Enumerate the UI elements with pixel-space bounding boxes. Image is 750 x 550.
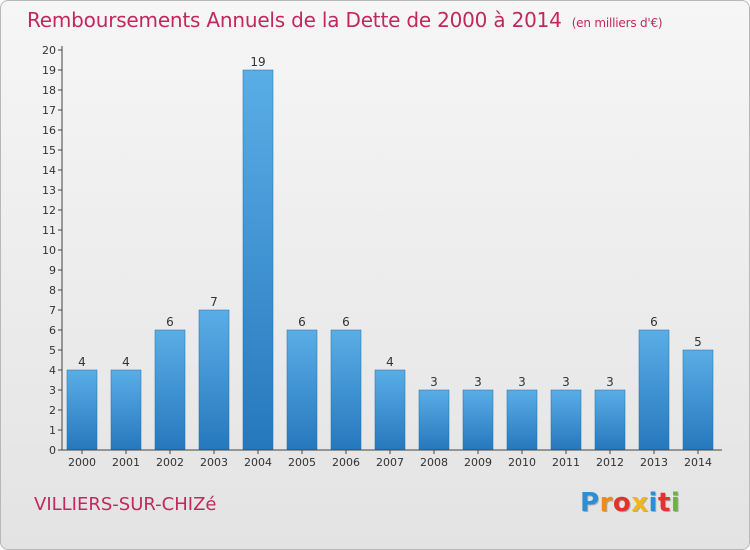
- x-tick-label: 2012: [596, 456, 624, 469]
- y-tick-label: 16: [42, 124, 56, 137]
- bar: [682, 349, 714, 451]
- bar: [66, 369, 98, 451]
- bar-value-label: 4: [122, 355, 130, 369]
- bar: [374, 369, 406, 451]
- bar-value-label: 6: [166, 315, 174, 329]
- y-tick-label: 10: [42, 244, 56, 257]
- unit-label: (en milliers d'€): [571, 16, 663, 30]
- bar-value-label: 6: [342, 315, 350, 329]
- bar: [198, 309, 230, 451]
- bar-value-label: 4: [78, 355, 86, 369]
- y-tick-label: 9: [49, 264, 56, 277]
- x-tick-label: 2005: [288, 456, 316, 469]
- bar-value-label: 5: [694, 335, 702, 349]
- bar: [506, 389, 538, 451]
- y-tick-label: 13: [42, 184, 56, 197]
- bar: [462, 389, 494, 451]
- bar-value-label: 3: [518, 375, 526, 389]
- y-tick-label: 4: [49, 364, 56, 377]
- x-tick-label: 2002: [156, 456, 184, 469]
- x-tick-label: 2000: [68, 456, 96, 469]
- x-tick-label: 2008: [420, 456, 448, 469]
- logo-letter: i: [670, 488, 681, 518]
- bar: [154, 329, 186, 451]
- y-tick-label: 0: [49, 444, 56, 457]
- y-tick-label: 19: [42, 64, 56, 77]
- y-tick-label: 7: [49, 304, 56, 317]
- y-tick-label: 15: [42, 144, 56, 157]
- bar-value-label: 7: [210, 295, 218, 309]
- bar-value-label: 6: [298, 315, 306, 329]
- bar: [242, 69, 274, 451]
- y-tick-label: 3: [49, 384, 56, 397]
- y-tick-label: 5: [49, 344, 56, 357]
- logo-letter: r: [599, 488, 613, 518]
- y-tick-label: 14: [42, 164, 56, 177]
- y-tick-label: 6: [49, 324, 56, 337]
- bar: [110, 369, 142, 451]
- x-tick-label: 2004: [244, 456, 272, 469]
- x-tick-label: 2006: [332, 456, 360, 469]
- logo-letter: t: [657, 488, 671, 518]
- x-tick-label: 2001: [112, 456, 140, 469]
- bar: [286, 329, 318, 451]
- y-tick-label: 12: [42, 204, 56, 217]
- bar: [550, 389, 582, 451]
- logo-letter: P: [580, 488, 600, 518]
- proxiti-logo: Proxiti: [580, 488, 680, 518]
- y-tick-label: 18: [42, 84, 56, 97]
- y-tick-label: 17: [42, 104, 56, 117]
- y-tick-label: 2: [49, 404, 56, 417]
- bar: [330, 329, 362, 451]
- chart-title: Remboursements Annuels de la Dette de 20…: [27, 8, 663, 32]
- bar-value-label: 4: [386, 355, 394, 369]
- logo-letter: o: [612, 488, 632, 518]
- y-tick-label: 11: [42, 224, 56, 237]
- x-tick-label: 2003: [200, 456, 228, 469]
- x-tick-label: 2007: [376, 456, 404, 469]
- commune-name: VILLIERS-SUR-CHIZé: [34, 494, 217, 515]
- chart-title-text: Remboursements Annuels de la Dette de 20…: [27, 8, 562, 32]
- bar: [418, 389, 450, 451]
- logo-letter: x: [631, 488, 649, 518]
- logo-letter: i: [648, 488, 658, 518]
- y-tick-label: 1: [49, 424, 56, 437]
- bar-value-label: 6: [650, 315, 658, 329]
- x-tick-label: 2013: [640, 456, 668, 469]
- bar-value-label: 19: [250, 55, 265, 69]
- y-tick-label: 8: [49, 284, 56, 297]
- bar-value-label: 3: [606, 375, 614, 389]
- bar: [594, 389, 626, 451]
- x-tick-label: 2009: [464, 456, 492, 469]
- bar-value-label: 3: [562, 375, 570, 389]
- x-tick-label: 2010: [508, 456, 536, 469]
- x-tick-label: 2014: [684, 456, 712, 469]
- bar: [638, 329, 670, 451]
- bar-value-label: 3: [474, 375, 482, 389]
- x-tick-label: 2011: [552, 456, 580, 469]
- bar-value-label: 3: [430, 375, 438, 389]
- y-tick-label: 20: [42, 44, 56, 57]
